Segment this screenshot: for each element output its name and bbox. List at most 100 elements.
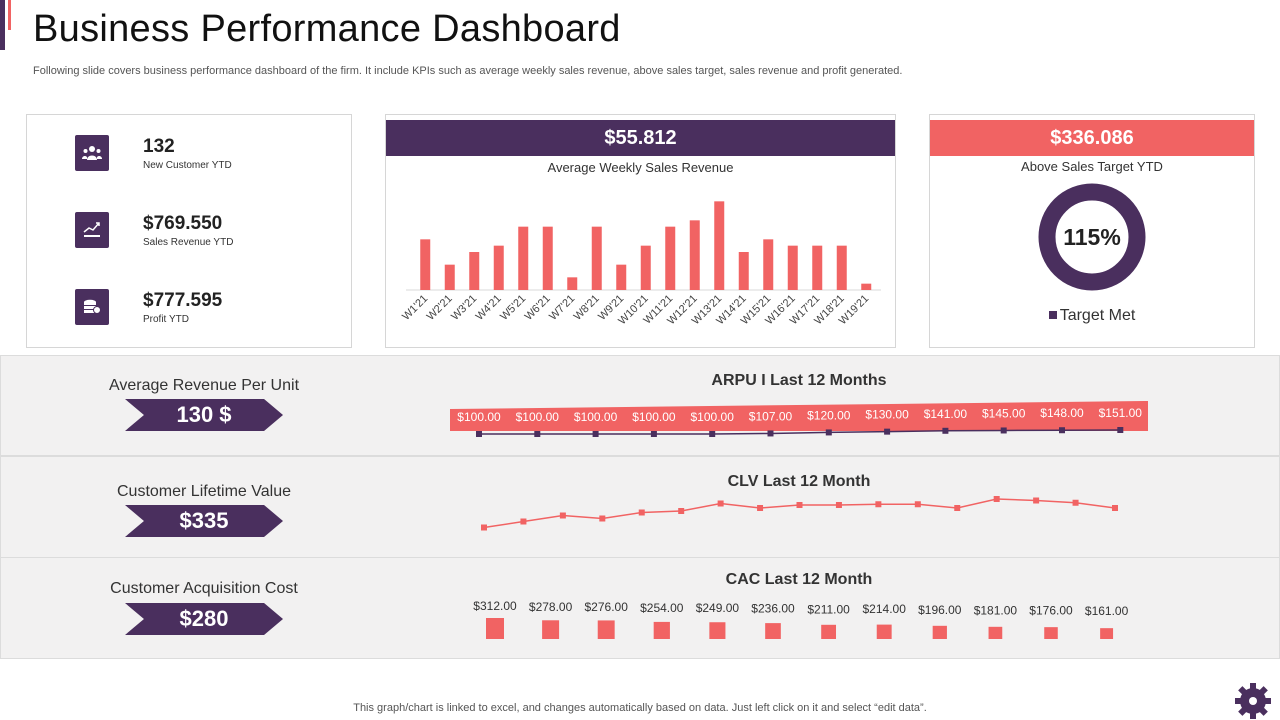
clv-marker	[796, 502, 803, 508]
cac-bar	[1100, 628, 1114, 639]
clv-marker	[1033, 497, 1040, 504]
sales-target-caption: Above Sales Target YTD	[1021, 159, 1163, 174]
weekly-sales-chart: W1'21W2'21W3'21W4'21W5'21W6'21W7'21W8'21…	[400, 201, 881, 327]
kpi-label: Profit YTD	[143, 313, 189, 325]
arpu-data-label: $100.00	[632, 410, 676, 424]
target-donut-chart: 115%	[1038, 183, 1146, 291]
bar	[861, 283, 872, 290]
bar	[567, 277, 578, 290]
arpu-marker	[650, 431, 657, 437]
kpi-value: $777.595	[143, 289, 223, 311]
arpu-data-label: $141.00	[924, 407, 968, 421]
bar	[493, 245, 504, 290]
weekly-sales-card: $55.812 Average Weekly Sales Revenue W1'…	[385, 114, 896, 348]
arpu-marker	[767, 430, 774, 437]
cac-bar	[821, 624, 837, 639]
accent-bar-secondary	[8, 0, 11, 30]
cac-bar	[932, 625, 947, 639]
clv-marker	[1072, 499, 1079, 506]
arpu-chart: $100.00 $100.00 $100.00 $100.00 $100.00 $107.…	[450, 401, 1148, 437]
arpu-marker	[709, 431, 716, 437]
clv-chart	[481, 496, 1118, 531]
cac-data-label: $278.00	[529, 600, 573, 614]
cac-data-label: $254.00	[640, 601, 684, 615]
cac-data-label: $214.00	[863, 602, 907, 616]
cac-value-badge: $280	[125, 603, 283, 635]
arpu-marker	[1000, 427, 1007, 434]
clv-chart-title: CLV Last 12 Month	[727, 473, 871, 490]
clv-marker	[599, 515, 606, 522]
arpu-label: Average Revenue Per Unit	[108, 377, 300, 394]
cac-bar	[1044, 627, 1058, 639]
arpu-area	[450, 401, 1148, 431]
coins-icon	[75, 289, 109, 325]
arpu-marker	[884, 428, 891, 435]
bar	[787, 245, 798, 290]
arpu-marker	[476, 431, 482, 437]
arpu-data-label: $148.00	[1040, 406, 1084, 420]
legend-swatch	[1048, 311, 1057, 319]
clv-marker	[954, 505, 961, 511]
cac-data-label: $161.00	[1085, 604, 1129, 618]
tick-label: W7'21	[547, 293, 577, 323]
clv-value-badge: $335	[125, 505, 283, 537]
cac-bar	[653, 621, 670, 639]
arpu-data-label: $100.00	[691, 410, 735, 424]
customers-icon	[75, 135, 109, 171]
arpu-marker	[534, 431, 541, 437]
cac-data-label: $196.00	[918, 603, 962, 617]
target-donut-ring	[1038, 183, 1146, 291]
weekly-sales-caption: Average Weekly Sales Revenue	[547, 160, 734, 175]
kpi-label: Sales Revenue YTD	[143, 236, 234, 248]
tick-label: W4'21	[474, 293, 504, 323]
tick-label: W5'21	[498, 293, 528, 323]
clv-marker	[914, 501, 921, 508]
tick-label: W8'21	[572, 293, 602, 323]
clv-marker	[559, 512, 566, 519]
cac-data-label: $312.00	[473, 599, 517, 613]
clv-panel: Customer Lifetime Value $335 CLV Last 12…	[0, 456, 1280, 558]
kpi-label: New Customer YTD	[143, 159, 232, 171]
tick-label: W1'21	[400, 293, 430, 323]
bar	[591, 226, 602, 290]
arpu-marker	[825, 429, 832, 436]
gear-icon	[1235, 683, 1271, 719]
tick-label: W6'21	[523, 293, 553, 323]
bar	[738, 252, 749, 290]
clv-marker	[1112, 505, 1118, 511]
arpu-data-label: $100.00	[516, 410, 560, 424]
arpu-marker	[592, 431, 599, 437]
arpu-value-badge: 130 $	[125, 399, 283, 431]
bar	[420, 239, 431, 290]
revenue-chart-icon	[75, 212, 109, 248]
sales-target-card: $336.086 Above Sales Target YTD 115% Tar…	[929, 114, 1255, 348]
cac-panel: Customer Acquisition Cost $280 CAC Last …	[0, 557, 1280, 659]
clv-marker	[717, 500, 724, 507]
clv-marker	[638, 509, 645, 516]
cac-data-label: $249.00	[696, 601, 740, 615]
cac-bar	[765, 623, 781, 639]
cac-bar	[542, 620, 560, 639]
cac-bar	[597, 620, 615, 639]
cac-data-label: $211.00	[807, 602, 850, 616]
bar	[812, 245, 823, 290]
kpi-new-customers: 132 New Customer YTD	[75, 135, 232, 171]
cac-data-label: $176.00	[1029, 604, 1073, 618]
page-subtitle: Following slide covers business performa…	[33, 65, 903, 77]
page-title: Business Performance Dashboard	[33, 8, 621, 50]
bar	[714, 201, 725, 290]
cac-chart-title: CAC Last 12 Month	[725, 571, 873, 588]
target-percent: 115%	[1063, 224, 1121, 250]
weekly-sales-value: $55.812	[386, 120, 895, 156]
tick-label: W3'21	[449, 293, 479, 323]
bar	[518, 226, 529, 290]
bar	[689, 220, 700, 290]
arpu-chart-title: ARPU I Last 12 Months	[711, 372, 887, 389]
arpu-marker	[1059, 427, 1065, 434]
cac-data-label: $276.00	[585, 600, 629, 614]
kpi-value: $769.550	[143, 212, 223, 234]
bar	[665, 226, 676, 290]
arpu-data-label: $120.00	[807, 408, 851, 422]
cac-bar	[876, 624, 892, 639]
cac-chart: $312.00 $278.00 $276.00 $254.00 $249.00 $236.…	[473, 599, 1129, 639]
